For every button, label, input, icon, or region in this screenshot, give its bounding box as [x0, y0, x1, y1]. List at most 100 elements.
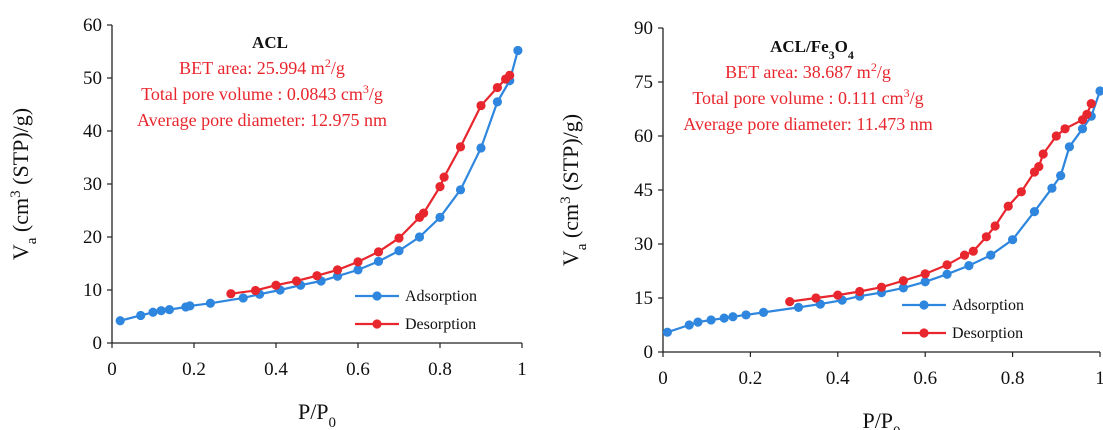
data-point-desorption: [505, 70, 515, 80]
data-point-desorption: [898, 276, 908, 286]
data-point-desorption: [1051, 131, 1061, 141]
data-point-desorption: [250, 285, 261, 296]
data-point-desorption: [419, 208, 429, 218]
y-axis-title-subscript: a: [574, 243, 590, 250]
y-axis-title-main: V: [8, 244, 33, 260]
data-point-desorption: [439, 172, 449, 182]
annotation-text: BET area: 25.994 m2/g: [179, 56, 345, 78]
data-point-adsorption: [492, 97, 502, 107]
legend-label-adsorption: Adsorption: [952, 297, 1024, 314]
data-point-desorption: [959, 250, 970, 260]
data-point-adsorption: [414, 232, 425, 242]
chart-title: ACL: [252, 33, 288, 52]
annotation-text: Average pore diameter: 11.473 nm: [683, 114, 932, 134]
y-tick-label: 30: [83, 174, 102, 195]
data-point-desorption: [1086, 99, 1096, 109]
data-point-adsorption: [455, 185, 466, 195]
data-point-desorption: [811, 293, 821, 303]
annotation-unit: /g: [910, 88, 924, 108]
data-point-desorption: [876, 282, 887, 292]
y-tick-label: 75: [634, 72, 653, 93]
data-point-desorption: [394, 233, 404, 243]
data-point-desorption: [990, 221, 1000, 231]
y-axis-title-main: V: [558, 250, 583, 266]
annotation-main: Average pore diameter: 12.975 nm: [137, 110, 387, 130]
data-point-adsorption: [684, 320, 694, 330]
y-tick-label: 50: [83, 68, 102, 89]
data-point-adsorption: [741, 310, 751, 320]
y-axis-title: Va (cm3 (STP)/g): [558, 114, 590, 266]
y-tick-label: 60: [83, 15, 102, 36]
y-tick-label: 40: [83, 121, 102, 142]
y-axis-title-unit-end: (STP)/g): [558, 114, 583, 197]
data-point-adsorption: [394, 246, 404, 256]
y-tick-label: 0: [644, 342, 654, 363]
legend-marker-adsorption: [372, 291, 382, 301]
data-point-adsorption: [1064, 142, 1075, 152]
x-axis-title-subscript: 0: [893, 424, 901, 430]
data-point-adsorption: [1029, 207, 1040, 217]
y-tick-label: 30: [634, 234, 653, 255]
data-point-adsorption: [693, 317, 703, 327]
data-point-desorption: [435, 182, 445, 192]
data-point-adsorption: [136, 310, 146, 321]
chart-title-subscript: 3: [829, 48, 835, 62]
y-axis-title-superscript: 3: [558, 196, 574, 204]
annotation-superscript: 2: [871, 60, 877, 74]
annotation-text: Average pore diameter: 12.975 nm: [137, 110, 387, 130]
data-point-adsorption: [238, 293, 248, 303]
y-axis-title-subscript: a: [24, 237, 40, 244]
data-point-adsorption: [476, 143, 486, 153]
data-point-desorption: [226, 289, 236, 299]
data-point-desorption: [271, 280, 281, 290]
data-point-desorption: [353, 257, 363, 267]
x-tick-label: 0.2: [739, 368, 763, 389]
data-point-adsorption: [1056, 171, 1066, 181]
x-axis-title: P/P0: [298, 399, 336, 430]
y-tick-label: 10: [83, 280, 102, 301]
annotation-main: BET area: 38.687 m: [725, 62, 871, 82]
x-tick-label: 0: [658, 368, 668, 389]
legend-marker-desorption: [372, 319, 382, 329]
legend-label-desorption: Desorption: [952, 325, 1023, 342]
annotation-superscript: 3: [363, 82, 369, 96]
x-tick-label: 0.6: [913, 368, 937, 389]
data-point-desorption: [1060, 124, 1070, 134]
chart-title: ACL/Fe3O4: [770, 37, 854, 62]
data-point-adsorption: [373, 256, 384, 266]
x-tick-label: 0: [107, 359, 117, 380]
annotation-superscript: 3: [904, 86, 910, 100]
data-point-adsorption: [706, 315, 716, 325]
legend-marker-desorption: [919, 328, 929, 338]
x-tick-label: 0.4: [826, 368, 850, 389]
data-point-desorption: [855, 286, 865, 297]
y-tick-label: 0: [93, 333, 103, 354]
data-point-desorption: [1016, 187, 1026, 197]
x-axis-title-main: P/P: [298, 399, 329, 424]
data-point-adsorption: [1047, 183, 1057, 193]
x-axis-title-main: P/P: [862, 408, 893, 430]
y-tick-label: 20: [83, 227, 102, 248]
legend-marker-adsorption: [919, 300, 929, 310]
data-point-adsorption: [115, 316, 125, 326]
data-point-adsorption: [185, 301, 195, 311]
data-point-desorption: [1003, 201, 1013, 211]
data-point-desorption: [476, 100, 486, 111]
data-point-desorption: [1034, 162, 1044, 172]
data-point-adsorption: [662, 327, 672, 337]
data-point-adsorption: [156, 306, 166, 316]
data-point-desorption: [1082, 109, 1092, 119]
legend-label-adsorption: Adsorption: [405, 288, 477, 305]
data-point-adsorption: [353, 265, 363, 275]
data-point-adsorption: [793, 302, 804, 312]
x-axis-title: P/P0: [862, 408, 900, 430]
data-point-desorption: [455, 142, 466, 152]
y-axis-title-unit: (cm: [8, 198, 33, 238]
data-point-desorption: [785, 297, 795, 307]
y-tick-label: 90: [634, 18, 653, 39]
data-point-desorption: [312, 271, 322, 281]
y-tick-label: 45: [634, 180, 653, 201]
data-point-adsorption: [164, 305, 174, 315]
